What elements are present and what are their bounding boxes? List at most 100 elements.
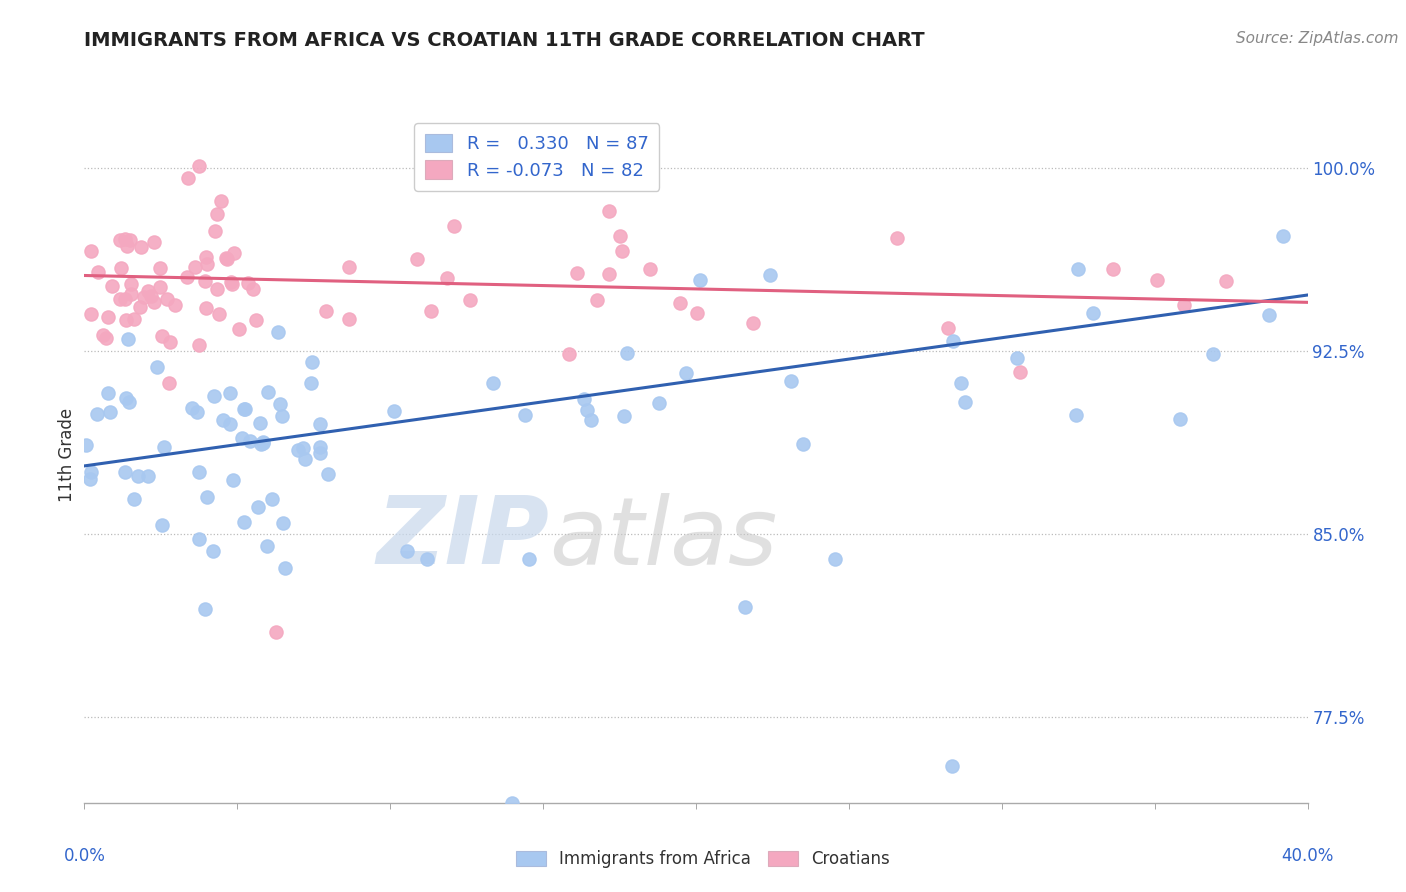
Point	[1201, 347, 1223, 361]
Text: 0.0%: 0.0%	[63, 847, 105, 864]
Point	[233, 515, 256, 529]
Point	[205, 282, 228, 296]
Point	[252, 435, 274, 450]
Point	[384, 404, 406, 418]
Point	[558, 347, 581, 361]
Point	[176, 270, 198, 285]
Point	[256, 540, 278, 554]
Point	[252, 436, 274, 450]
Point	[415, 551, 437, 566]
Point	[219, 385, 242, 400]
Point	[610, 244, 633, 259]
Point	[221, 277, 243, 291]
Point	[309, 440, 332, 454]
Point	[195, 490, 218, 504]
Point	[759, 268, 782, 283]
Point	[219, 275, 242, 289]
Point	[117, 332, 139, 346]
Point	[134, 290, 156, 304]
Point	[115, 238, 138, 252]
Point	[194, 301, 217, 316]
Point	[824, 551, 846, 566]
Point	[405, 252, 427, 267]
Point	[195, 257, 218, 271]
Point	[242, 282, 264, 296]
Point	[187, 532, 209, 546]
Point	[215, 251, 238, 265]
Point	[212, 412, 235, 426]
Point	[204, 224, 226, 238]
Point	[273, 561, 295, 575]
Point	[301, 376, 323, 390]
Point	[149, 261, 172, 276]
Point	[309, 446, 332, 460]
Point	[301, 355, 323, 369]
Point	[228, 321, 250, 335]
Point	[616, 346, 638, 360]
Text: 40.0%: 40.0%	[1281, 847, 1334, 864]
Point	[219, 417, 242, 431]
Point	[685, 306, 707, 320]
Point	[97, 386, 120, 401]
Point	[1146, 272, 1168, 286]
Point	[80, 244, 103, 258]
Point	[97, 310, 120, 325]
Point	[124, 491, 146, 506]
Point	[150, 517, 173, 532]
Point	[598, 204, 620, 219]
Point	[131, 240, 153, 254]
Point	[149, 280, 172, 294]
Point	[482, 376, 505, 391]
Point	[420, 304, 443, 318]
Point	[188, 338, 211, 352]
Point	[271, 516, 294, 531]
Point	[159, 334, 181, 349]
Point	[127, 469, 149, 483]
Point	[292, 442, 315, 456]
Point	[1173, 298, 1195, 312]
Point	[101, 279, 124, 293]
Point	[217, 252, 239, 266]
Point	[436, 270, 458, 285]
Point	[250, 436, 273, 450]
Point	[100, 405, 122, 419]
Point	[108, 233, 131, 247]
Point	[129, 300, 152, 314]
Point	[669, 296, 692, 310]
Point	[579, 412, 602, 426]
Legend: R =   0.330   N = 87, R = -0.073   N = 82: R = 0.330 N = 87, R = -0.073 N = 82	[415, 123, 659, 191]
Point	[266, 624, 288, 639]
Point	[114, 232, 136, 246]
Point	[231, 431, 253, 445]
Point	[572, 392, 595, 406]
Point	[80, 465, 103, 479]
Point	[269, 397, 291, 411]
Point	[96, 331, 118, 345]
Point	[1257, 309, 1279, 323]
Point	[1083, 306, 1105, 320]
Point	[936, 320, 959, 334]
Point	[110, 292, 132, 306]
Point	[202, 389, 225, 403]
Point	[337, 260, 360, 275]
Point	[86, 407, 108, 421]
Point	[675, 366, 697, 380]
Legend: Immigrants from Africa, Croatians: Immigrants from Africa, Croatians	[509, 844, 897, 875]
Point	[114, 293, 136, 307]
Point	[120, 287, 142, 301]
Point	[942, 334, 965, 348]
Point	[75, 438, 97, 452]
Point	[236, 276, 259, 290]
Point	[120, 233, 142, 247]
Text: IMMIGRANTS FROM AFRICA VS CROATIAN 11TH GRADE CORRELATION CHART: IMMIGRANTS FROM AFRICA VS CROATIAN 11TH …	[84, 31, 925, 50]
Point	[779, 374, 801, 388]
Point	[267, 326, 290, 340]
Point	[271, 409, 294, 423]
Point	[202, 544, 225, 558]
Point	[458, 293, 481, 308]
Point	[953, 394, 976, 409]
Point	[115, 391, 138, 405]
Point	[598, 267, 620, 281]
Point	[156, 292, 179, 306]
Point	[638, 262, 661, 277]
